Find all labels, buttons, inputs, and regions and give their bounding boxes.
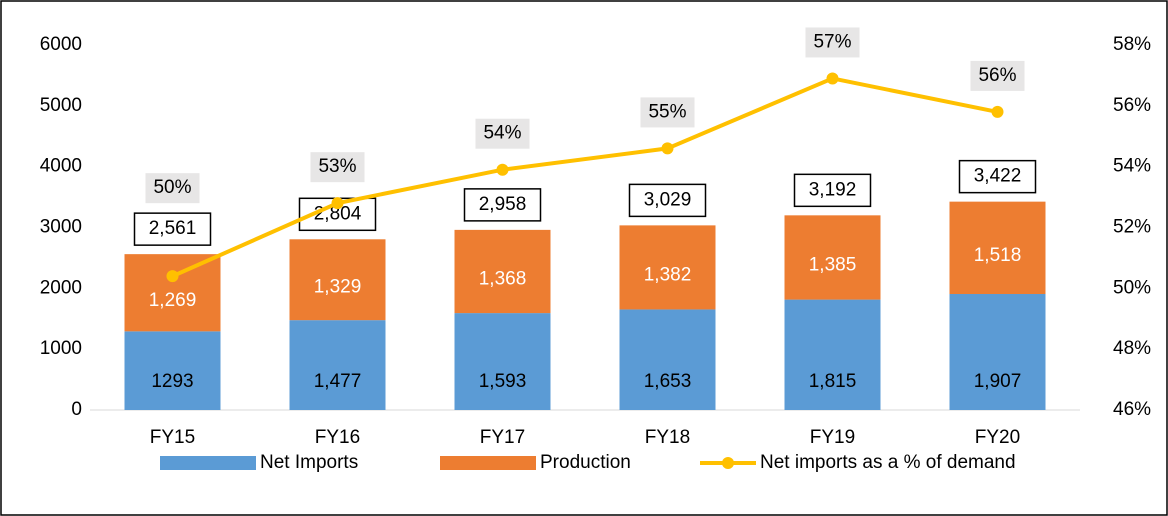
line-label-bg [145,173,200,204]
x-tick-label: FY20 [975,427,1020,448]
y-tick-label: 3000 [40,217,82,238]
bar-value-label: 1,907 [974,371,1022,392]
bar-value-label: 1,385 [809,254,857,275]
line-label-bg [310,152,365,183]
y2-tick-label: 54% [1113,156,1151,177]
line-label-bg [475,118,530,149]
bar-segment [289,239,386,321]
legend-label: Net imports as a % of demand [760,452,1016,473]
line [171,76,998,278]
bar-segment [124,331,221,410]
line-label-bg [970,60,1025,91]
x-tick-label: FY19 [810,427,855,448]
y-tick-label: 4000 [40,156,82,177]
y2-tick-label: 46% [1113,399,1151,420]
x-tick-label: FY16 [315,427,360,448]
bar-segment [949,201,1046,294]
bar-value-label: 1,368 [479,268,527,289]
total-label-box [958,159,1037,194]
line-value-label: 53% [318,156,356,177]
total-label-box [463,188,542,222]
y-tick-label: 2000 [40,277,82,298]
line-marker [331,197,344,210]
line-marker [166,270,179,283]
bar-segment [619,225,716,310]
bar-segment [124,254,221,332]
line-marker [661,142,674,155]
bar-segment [454,229,551,314]
total-label-box [793,173,872,208]
legend-label: Net Imports [260,452,358,473]
bar-value-label: 1,593 [479,371,527,392]
line-value-label: 56% [978,65,1016,86]
x-tick-label: FY18 [645,427,690,448]
total-label: 2,561 [149,218,197,239]
y2-tick-label: 56% [1113,95,1151,116]
bar-value-label: 1,653 [644,371,692,392]
total-label: 2,958 [479,194,527,215]
bar-value-label: 1,382 [644,264,692,285]
bar-value-label: 1293 [151,371,193,392]
legend-label: Production [540,452,631,473]
line-value-label: 55% [648,101,686,122]
y-tick-label: 1000 [40,338,82,359]
y2-tick-label: 48% [1113,338,1151,359]
line-value-label: 50% [153,177,191,198]
bar-segment [949,293,1046,410]
bar-value-label: 1,815 [809,371,857,392]
x-tick-label: FY17 [480,427,525,448]
line-marker [826,72,839,85]
total-label: 3,029 [644,189,692,210]
bar-value-label: 1,477 [314,371,362,392]
total-label: 3,422 [974,166,1022,187]
total-label-box [298,197,377,232]
line-marker [496,163,509,176]
bar-value-label: 1,329 [314,277,362,298]
line-label-bg [640,97,695,128]
line-marker [991,105,1004,118]
y2-tick-label: 52% [1113,217,1151,238]
x-tick-label: FY15 [150,427,195,448]
bar-segment [619,309,716,410]
total-label-box [133,212,212,246]
bar-segment [784,215,881,300]
line-label-bg [805,27,860,58]
bar-value-label: 1,269 [149,290,197,311]
legend-swatch [160,456,256,470]
legend-swatch-marker [722,457,734,469]
y2-tick-label: 50% [1113,277,1151,298]
y-tick-label: 0 [71,399,82,420]
total-label: 3,192 [809,179,857,200]
line-value-label: 54% [483,123,521,144]
y-tick-label: 5000 [40,95,82,116]
legend-swatch [440,456,536,470]
total-label-box [628,183,707,218]
y-tick-label: 6000 [40,34,82,55]
bar-segment [289,320,386,410]
bar-value-label: 1,518 [974,245,1022,266]
bar-segment [454,313,551,410]
bar-segment [784,299,881,410]
y2-tick-label: 58% [1113,34,1151,55]
line-value-label: 57% [813,31,851,52]
